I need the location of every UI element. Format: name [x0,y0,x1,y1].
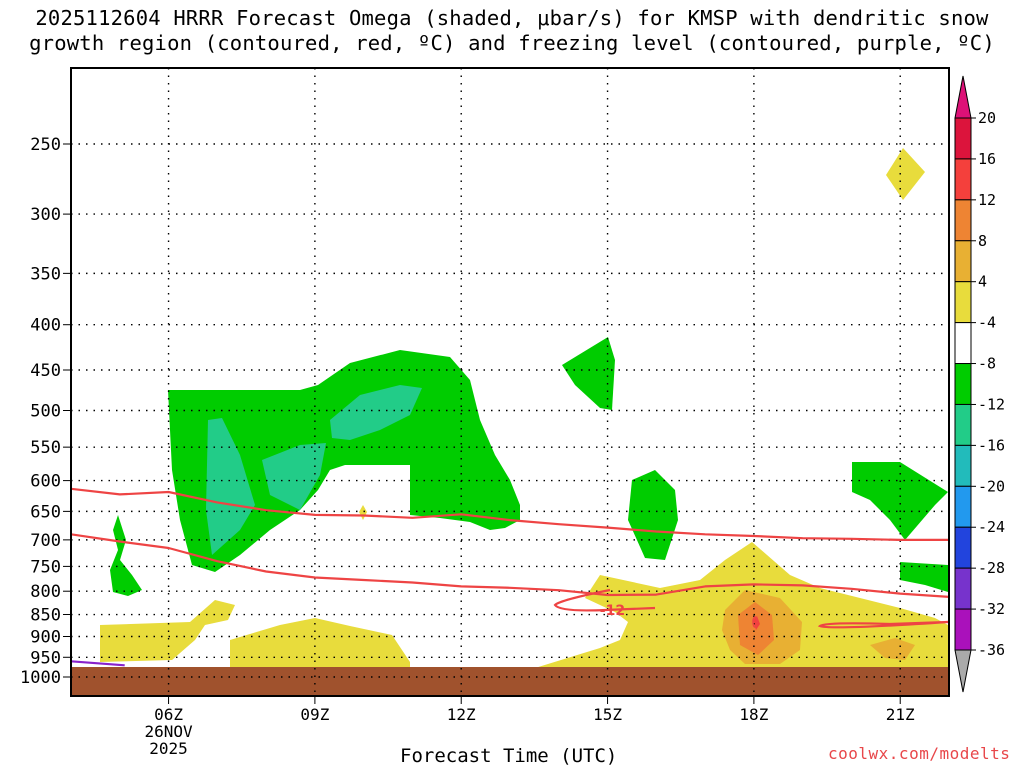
colorbar-box [954,322,972,365]
colorbar-label: -24 [978,518,1005,536]
omega-region-green-mid [562,337,615,410]
omega-region-teal-a [206,418,255,555]
x-tick-label: 18Z [739,705,768,724]
colorbar-label: -20 [978,477,1005,495]
plot-border [70,67,950,697]
y-tick-label: 350 [30,264,61,284]
y-tick-label: 550 [30,438,61,458]
colorbar-top-arrow [954,75,972,119]
y-tick-label: 300 [30,205,61,225]
colorbar-box [954,158,972,201]
omega-region-yellow-top [886,148,925,200]
colorbar-box [954,240,972,283]
omega-region-yellow-lowleft [100,600,235,662]
y-tick-label: 950 [30,648,61,668]
colorbar-label: -32 [978,600,1005,618]
omega-region-green-right [852,462,948,540]
omega-region-yellow-dot [359,505,367,520]
x-tick-label: 09Z [300,705,329,724]
colorbar-box [954,199,972,242]
y-tick-label: 900 [30,627,61,647]
omega-region-yellow-lowmid [230,618,410,668]
contour-dgz_lower [71,533,949,598]
x-tick-year: 2025 [149,739,188,758]
y-tick-label: 800 [30,582,61,602]
y-tick-label: 850 [30,606,61,626]
omega-region-green-left [110,515,142,596]
x-tick-date: 26NOV [144,722,193,741]
x-tick-label: 12Z [447,705,476,724]
contour-labels: -12 [600,603,625,619]
colorbar-box [954,363,972,405]
y-tick-label: 1000 [20,668,61,688]
x-tick-label: 21Z [886,705,915,724]
contours [71,487,949,667]
y-tick-label: 750 [30,557,61,577]
colorbar-label: 4 [978,273,987,291]
y-tick-label: 600 [30,472,61,492]
contour-dgz_upper [71,487,949,542]
omega-region-green-col [628,470,678,560]
colorbar-label: -36 [978,641,1005,659]
colorbar-label: 12 [978,191,996,209]
colorbar-label: 20 [978,109,996,127]
dgz-notch [553,588,656,612]
ground-below-surface [71,667,949,696]
colorbar-label: 16 [978,150,996,168]
omega-region-teal-c [330,385,422,440]
contour-label: -12 [600,603,625,619]
omega-region-teal-b [262,443,326,510]
credit-link[interactable]: coolwx.com/modelts [828,744,1011,763]
colorbar-label: -8 [978,355,996,373]
colorbar-box [954,567,972,610]
colorbar-label: -28 [978,559,1005,577]
y-tick-label: 450 [30,361,61,381]
x-axis-title: Forecast Time (UTC) [400,745,618,767]
y-axis: 2503003504004505005506006507007508008509… [20,135,71,688]
title-line-1: 2025112604 HRRR Forecast Omega (shaded, … [35,6,989,30]
contour-freezing_level [71,660,125,667]
chart-title: 2025112604 HRRR Forecast Omega (shaded, … [0,6,1024,56]
colorbar-box [954,444,972,487]
y-tick-label: 700 [30,531,61,551]
omega-region-green-right2 [900,562,948,592]
colorbar-box [954,117,972,160]
dgz-notch-right [817,620,949,629]
colorbar-box [954,485,972,528]
omega-shading [100,148,948,670]
x-tick-label: 06Z [154,705,183,724]
colorbar-label: -16 [978,436,1005,454]
x-tick-label: 15Z [593,705,622,724]
colorbar-box [954,281,972,324]
y-tick-label: 250 [30,135,61,155]
colorbar-label: -12 [978,395,1005,413]
y-tick-label: 500 [30,402,61,422]
colorbar-label: -4 [978,314,996,332]
dgz-dot-contour [752,616,758,628]
colorbar: 20 16 12 8 4 -4 -8 -12 -16 -20 -24 -28 -32 -36 [954,75,1005,693]
colorbar-box [954,526,972,569]
colorbar-box [954,403,972,446]
y-tick-label: 400 [30,316,61,336]
omega-region-orange-b [870,638,915,660]
colorbar-box [954,608,972,651]
colorbar-bottom-arrow [954,649,972,693]
y-tick-label: 650 [30,502,61,522]
colorbar-label: 8 [978,232,987,250]
title-line-2: growth region (contoured, red, ºC) and f… [29,31,995,55]
